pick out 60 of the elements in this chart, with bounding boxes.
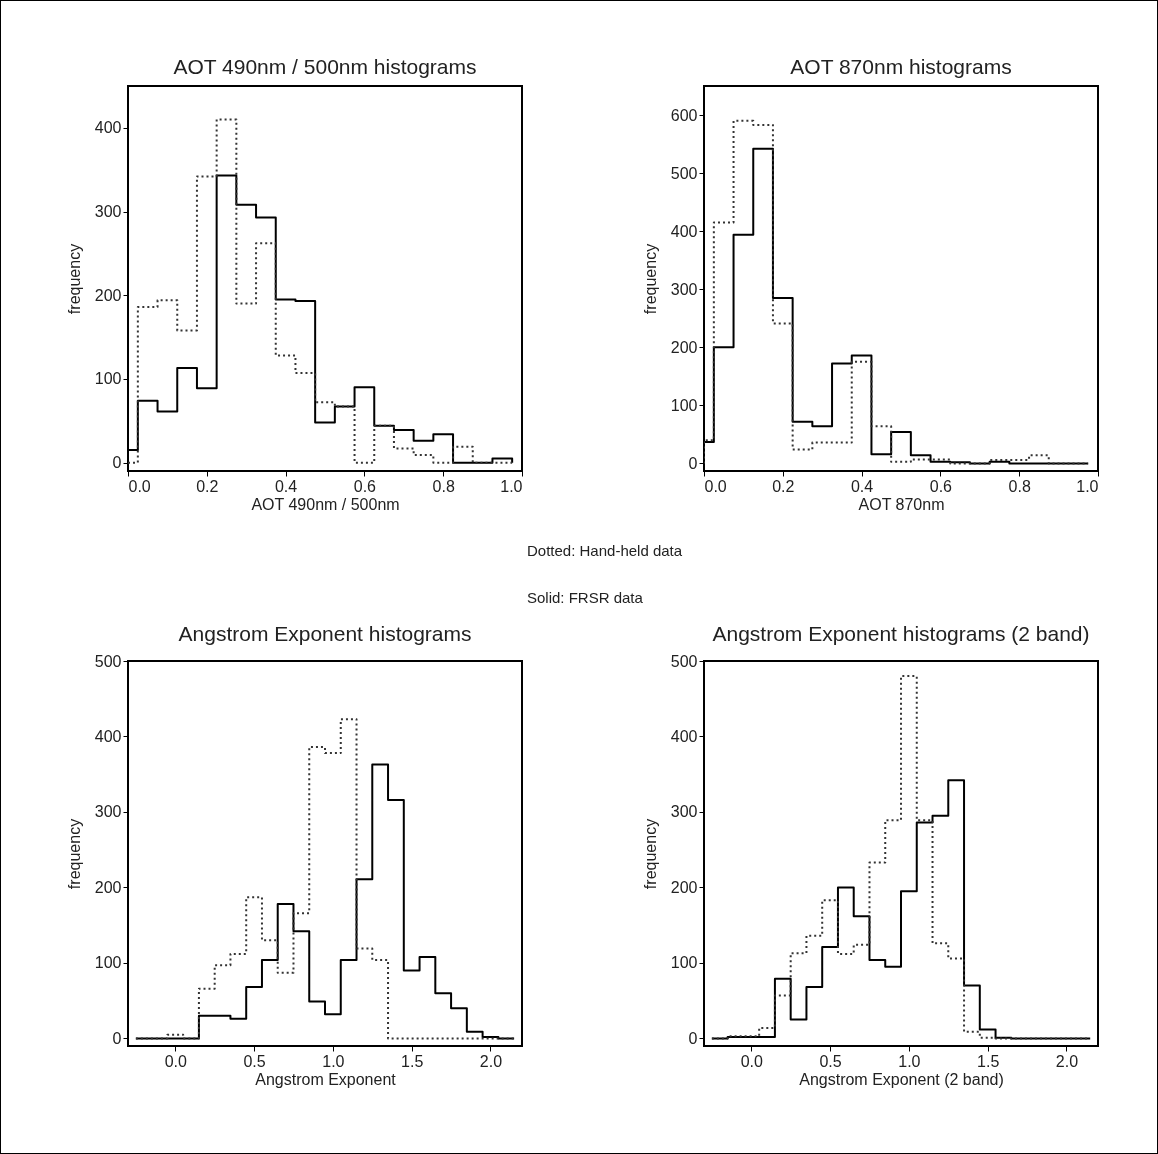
y-tick-label: 200 — [670, 878, 698, 896]
x-tick-label: 0.6 — [929, 477, 953, 495]
x-tick-label: 0.6 — [353, 477, 377, 495]
chart-title: AOT 490nm / 500nm histograms — [173, 55, 477, 78]
y-tick-label: 200 — [94, 286, 122, 304]
chart-title: AOT 870nm histograms — [790, 55, 1012, 78]
y-tick-label: 0 — [688, 454, 698, 472]
x-tick-label: 0.0 — [164, 1052, 187, 1070]
y-tick-label: 200 — [670, 338, 698, 356]
y-tick-label: 300 — [670, 803, 698, 821]
x-tick-label: 0.2 — [772, 477, 795, 495]
x-tick-label: 0.0 — [128, 477, 151, 495]
x-tick-label: 1.0 — [500, 477, 523, 495]
x-tick-label: 0.5 — [819, 1052, 842, 1070]
text: Dotted: Hand-held data — [527, 542, 683, 559]
x-tick-label: 2.0 — [479, 1052, 503, 1070]
y-tick-label: 500 — [94, 652, 122, 670]
y-tick-label: 0 — [688, 1029, 698, 1047]
y-tick-label: 300 — [94, 803, 122, 821]
y-axis-title: frequency — [641, 818, 659, 890]
x-axis-title: Angstrom Exponent — [255, 1070, 397, 1088]
x-axis-title: AOT 490nm / 500nm — [251, 495, 400, 513]
y-tick-label: 500 — [670, 652, 698, 670]
y-tick-label: 400 — [94, 727, 122, 745]
y-axis-title: frequency — [641, 243, 659, 315]
y-tick-label: 400 — [670, 222, 698, 240]
y-tick-label: 100 — [670, 396, 698, 414]
y-axis-title: frequency — [65, 818, 83, 890]
y-tick-label: 100 — [94, 370, 122, 388]
x-axis-title: AOT 870nm — [858, 495, 945, 513]
x-tick-label: 0.5 — [243, 1052, 266, 1070]
y-tick-label: 100 — [670, 954, 698, 972]
x-tick-label: 0.8 — [1008, 477, 1031, 495]
x-tick-label: 1.0 — [1076, 477, 1099, 495]
y-tick-label: 500 — [670, 164, 698, 182]
y-tick-label: 100 — [94, 954, 122, 972]
x-tick-label: 0.0 — [740, 1052, 763, 1070]
y-tick-label: 400 — [670, 727, 698, 745]
chart-title: Angstrom Exponent histograms (2 band) — [712, 622, 1090, 645]
y-tick-label: 300 — [670, 280, 698, 298]
x-tick-label: 1.5 — [977, 1052, 1000, 1070]
x-tick-label: 0.0 — [704, 477, 727, 495]
y-axis-title: frequency — [65, 243, 83, 315]
x-tick-label: 1.0 — [898, 1052, 921, 1070]
x-tick-label: 2.0 — [1055, 1052, 1079, 1070]
y-tick-label: 0 — [112, 1029, 122, 1047]
text: Solid: FRSR data — [527, 589, 643, 606]
y-tick-label: 400 — [94, 119, 122, 137]
y-tick-label: 200 — [94, 878, 122, 896]
x-tick-label: 1.0 — [322, 1052, 345, 1070]
y-tick-label: 300 — [94, 203, 122, 221]
x-tick-label: 0.2 — [196, 477, 219, 495]
x-tick-label: 0.4 — [274, 477, 298, 495]
y-tick-label: 0 — [112, 454, 122, 472]
chart-title: Angstrom Exponent histograms — [178, 622, 472, 645]
x-tick-label: 0.8 — [432, 477, 455, 495]
y-tick-label: 600 — [670, 106, 698, 124]
x-tick-label: 1.5 — [401, 1052, 424, 1070]
x-tick-label: 0.4 — [850, 477, 874, 495]
x-axis-title: Angstrom Exponent (2 band) — [799, 1070, 1004, 1088]
